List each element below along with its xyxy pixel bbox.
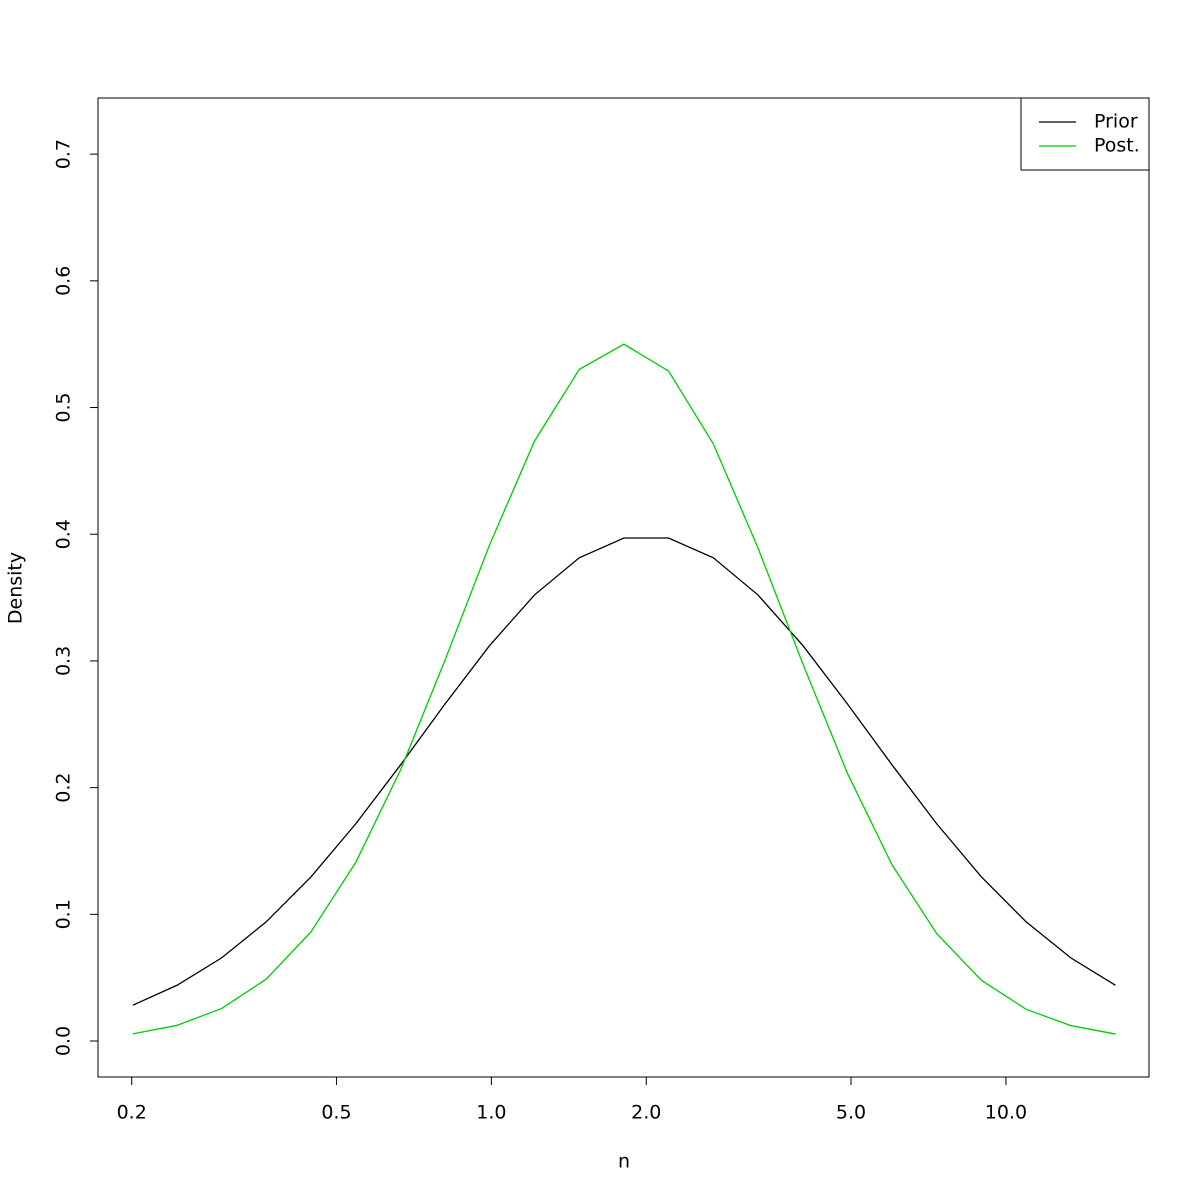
x-tick-label: 0.5: [321, 1102, 351, 1124]
y-tick-label: 0.2: [53, 773, 75, 803]
y-tick-label: 0.4: [53, 519, 75, 549]
x-tick-label: 10.0: [985, 1102, 1027, 1124]
y-tick-label: 0.7: [53, 139, 75, 169]
y-axis-label: Density: [5, 552, 27, 624]
series-line: [132, 343, 1116, 1035]
x-tick-label: 1.0: [476, 1102, 506, 1124]
y-tick-label: 0.6: [53, 266, 75, 296]
plot-frame: [97, 97, 1150, 1078]
x-tick-label: 5.0: [836, 1102, 866, 1124]
x-axis-label: n: [618, 1151, 630, 1173]
y-tick-label: 0.0: [53, 1026, 75, 1056]
x-tick-label: 0.2: [117, 1102, 147, 1124]
legend-label: Post.: [1094, 135, 1140, 157]
series-line: [132, 537, 1116, 1006]
legend-box: [1020, 97, 1150, 171]
y-tick-label: 0.3: [53, 646, 75, 676]
y-tick-label: 0.1: [53, 899, 75, 929]
legend-label: Prior: [1094, 111, 1138, 133]
x-tick-label: 2.0: [631, 1102, 661, 1124]
y-tick-label: 0.5: [53, 392, 75, 422]
